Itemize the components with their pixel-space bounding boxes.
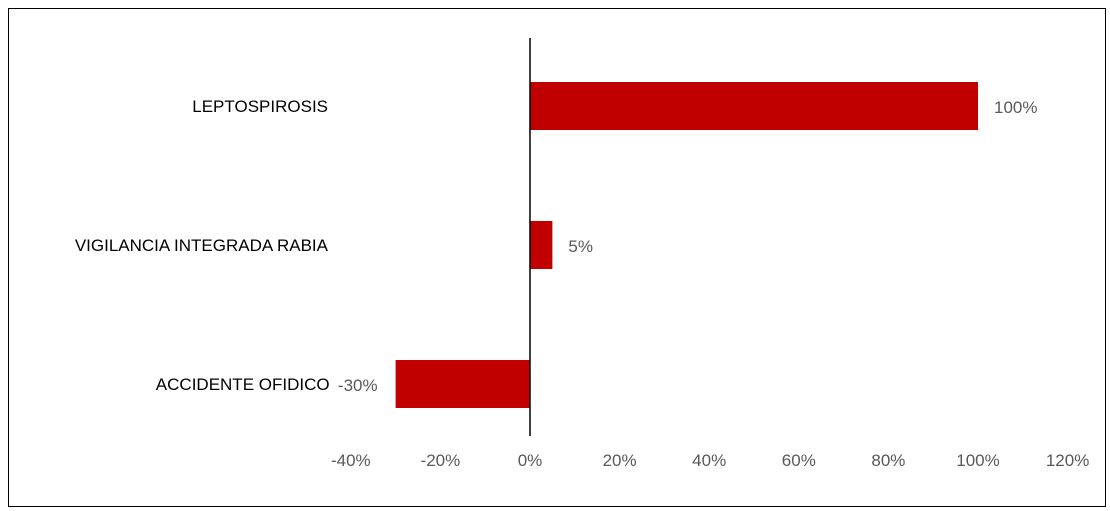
category-label-2: ACCIDENTE OFIDICO (156, 375, 330, 394)
data-label-0: 100% (994, 98, 1037, 117)
x-tick-label-3: 20% (603, 451, 637, 470)
data-label-1: 5% (568, 237, 593, 256)
bar-2 (395, 360, 530, 408)
data-label-2: -30% (338, 376, 378, 395)
category-label-1: VIGILANCIA INTEGRADA RABIA (75, 236, 329, 255)
x-tick-label-5: 60% (782, 451, 816, 470)
category-label-0: LEPTOSPIROSIS (192, 97, 328, 116)
bar-0 (530, 82, 978, 130)
bar-1 (530, 221, 553, 269)
x-tick-label-0: -40% (331, 451, 371, 470)
x-tick-label-8: 120% (1046, 451, 1089, 470)
x-tick-label-6: 80% (871, 451, 905, 470)
x-tick-label-2: 0% (518, 451, 543, 470)
x-tick-label-7: 100% (956, 451, 999, 470)
x-tick-label-4: 40% (692, 451, 726, 470)
x-tick-label-1: -20% (421, 451, 461, 470)
